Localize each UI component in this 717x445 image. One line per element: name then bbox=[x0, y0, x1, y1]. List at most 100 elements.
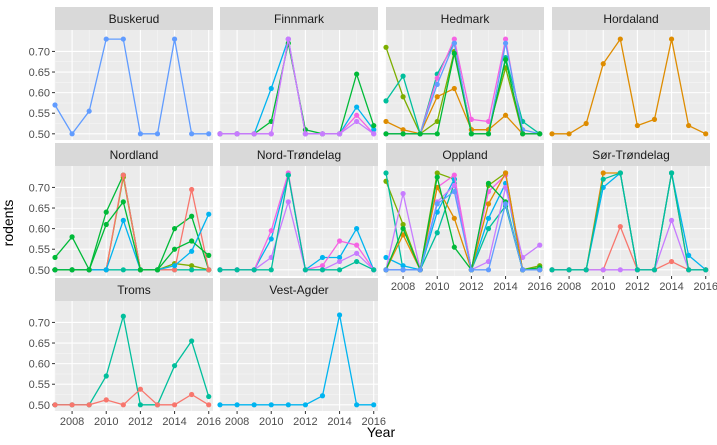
data-point bbox=[206, 131, 212, 137]
data-point bbox=[336, 258, 343, 265]
data-point bbox=[703, 267, 709, 273]
data-point bbox=[583, 267, 589, 273]
data-point bbox=[485, 131, 492, 137]
data-point bbox=[154, 402, 161, 408]
series-line-finnmark-4 bbox=[220, 38, 375, 135]
data-point bbox=[285, 172, 291, 178]
data-point bbox=[502, 57, 509, 63]
panel-nordland: Nordland 0.50 0.55 0.60 0.65 0.70 bbox=[29, 143, 213, 277]
panel-title: Nord-Trøndelag bbox=[257, 148, 341, 162]
data-point bbox=[451, 244, 457, 250]
panel-background bbox=[55, 166, 213, 276]
data-point bbox=[103, 397, 109, 403]
data-point bbox=[251, 267, 257, 273]
data-point bbox=[120, 402, 126, 408]
data-point bbox=[217, 402, 223, 408]
y-tick-label: 0.50 bbox=[29, 265, 50, 277]
data-point bbox=[537, 267, 543, 273]
series-line-oppland-8 bbox=[386, 190, 540, 271]
data-point bbox=[566, 131, 572, 137]
panel-finnmark: Finnmark bbox=[217, 7, 378, 140]
data-point bbox=[383, 254, 389, 261]
data-point bbox=[354, 112, 360, 118]
data-point bbox=[383, 98, 389, 104]
data-point bbox=[302, 402, 309, 408]
data-point bbox=[206, 252, 212, 259]
data-point bbox=[400, 226, 406, 232]
series-line-vest-agder-1 bbox=[220, 314, 374, 406]
x-tick-label: 2008 bbox=[60, 416, 84, 428]
data-point bbox=[354, 242, 360, 248]
data-point bbox=[206, 402, 212, 408]
data-point bbox=[120, 199, 126, 205]
data-point bbox=[206, 393, 212, 400]
data-point bbox=[383, 170, 389, 176]
data-point bbox=[400, 131, 406, 137]
data-point bbox=[668, 217, 675, 223]
series-line-hedmark-2 bbox=[385, 87, 540, 135]
data-point bbox=[668, 170, 675, 176]
data-point bbox=[502, 36, 509, 42]
x-tick-label: 2012 bbox=[459, 281, 483, 293]
x-axis-title: Year bbox=[367, 424, 396, 440]
series-line-nord-trondelag-4 bbox=[220, 174, 374, 271]
data-point bbox=[354, 402, 360, 408]
y-axis-title: rodents bbox=[0, 200, 16, 247]
panel-title: Buskerud bbox=[109, 12, 160, 26]
data-point bbox=[520, 254, 526, 261]
data-point bbox=[400, 263, 406, 269]
data-point bbox=[485, 226, 492, 232]
data-point bbox=[371, 122, 377, 129]
data-point bbox=[69, 267, 75, 273]
data-point bbox=[120, 313, 126, 319]
data-point bbox=[319, 267, 326, 273]
data-point bbox=[600, 176, 606, 182]
panel-background bbox=[220, 301, 378, 411]
x-tick-label: 2010 bbox=[94, 416, 118, 428]
data-point bbox=[103, 221, 109, 228]
y-tick-label: 0.65 bbox=[29, 67, 50, 79]
data-point bbox=[268, 402, 274, 408]
data-point bbox=[600, 61, 606, 67]
data-point bbox=[69, 131, 75, 137]
panel-strip bbox=[220, 278, 378, 301]
x-tick-label: 2012 bbox=[293, 416, 317, 428]
data-point bbox=[137, 267, 144, 273]
data-point bbox=[137, 386, 144, 392]
data-point bbox=[189, 391, 195, 398]
data-point bbox=[451, 36, 457, 42]
panel-vest-agder: Vest-Agder 2008 2010 2012 2014 2016 bbox=[217, 278, 386, 428]
x-tick-label: 2008 bbox=[225, 416, 249, 428]
data-point bbox=[485, 267, 492, 273]
data-point bbox=[537, 242, 543, 248]
data-point bbox=[69, 402, 75, 408]
data-point bbox=[354, 71, 360, 77]
series-line-hedmark-6 bbox=[386, 53, 540, 135]
data-point bbox=[634, 267, 641, 273]
panel-background bbox=[220, 30, 378, 140]
data-point bbox=[354, 104, 360, 110]
panel-title: Vest-Agder bbox=[269, 283, 328, 297]
panel-strip bbox=[220, 143, 378, 166]
data-point bbox=[189, 267, 195, 273]
data-point bbox=[617, 223, 623, 230]
data-point bbox=[502, 40, 509, 46]
data-point bbox=[549, 131, 555, 137]
data-point bbox=[171, 36, 178, 42]
data-point bbox=[434, 81, 440, 87]
panel-strip bbox=[55, 143, 213, 166]
data-point bbox=[651, 267, 658, 273]
data-point bbox=[52, 102, 58, 108]
panel-title: Hordaland bbox=[603, 12, 658, 26]
data-point bbox=[189, 213, 195, 219]
data-point bbox=[120, 267, 126, 273]
y-tick-label: 0.50 bbox=[29, 400, 50, 412]
data-point bbox=[189, 238, 195, 244]
x-tick-label: 2010 bbox=[591, 281, 615, 293]
data-point bbox=[634, 122, 641, 129]
data-point bbox=[103, 36, 109, 42]
data-point bbox=[354, 226, 360, 232]
panel-strip bbox=[386, 143, 544, 166]
y-tick-label: 0.70 bbox=[29, 46, 50, 58]
data-point bbox=[451, 85, 457, 92]
